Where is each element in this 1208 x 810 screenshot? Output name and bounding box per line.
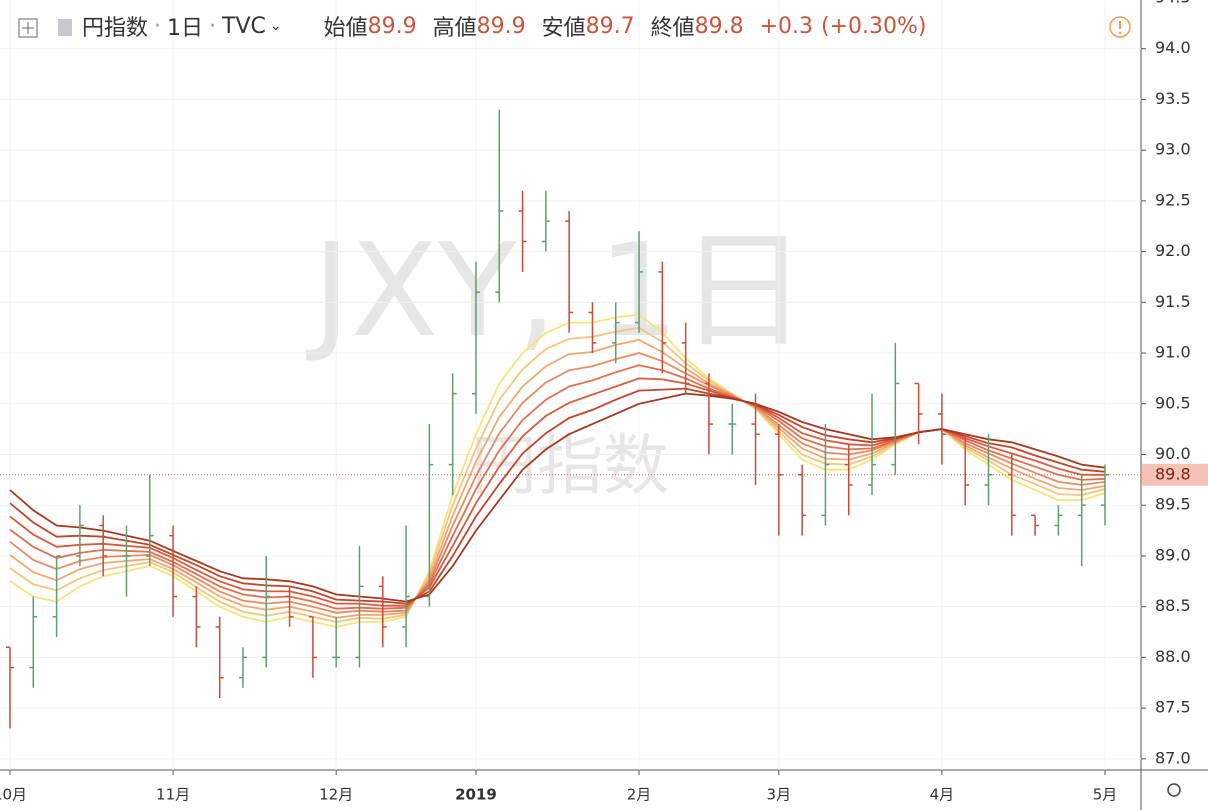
- x-tick-label: 12月: [319, 786, 353, 804]
- open-label: 始値: [323, 16, 368, 41]
- x-tick-label: 2019: [455, 786, 497, 804]
- x-tick-label: 5月: [1093, 786, 1118, 804]
- y-tick-label: 94.0: [1155, 38, 1191, 57]
- y-tick-label: 93.5: [1155, 89, 1191, 108]
- add-icon[interactable]: [18, 18, 38, 38]
- alert-icon-dot: [1118, 31, 1122, 35]
- y-tick-label: 93.0: [1155, 140, 1191, 159]
- x-tick-label: 2月: [627, 786, 652, 804]
- low-value: 89.7: [585, 13, 635, 39]
- interval[interactable]: 1日: [167, 16, 204, 41]
- y-tick-label: 87.5: [1155, 698, 1191, 717]
- dropdown-icon[interactable]: ⌄: [269, 18, 282, 34]
- x-tick-label: 11月: [156, 786, 190, 804]
- high-label: 高値: [432, 16, 477, 41]
- change: +0.3: [759, 13, 814, 39]
- symbol[interactable]: 円指数: [82, 16, 149, 41]
- change-percent: (+0.30%): [821, 13, 927, 39]
- moving-average-line: [9, 392, 1106, 603]
- last-price-box: [1142, 463, 1208, 486]
- x-tick-label: 3月: [767, 786, 792, 804]
- close-label: 終値: [650, 16, 695, 41]
- last-price-label: 89.8: [1155, 464, 1191, 483]
- y-tick-label: 92.5: [1155, 190, 1191, 209]
- y-tick-label: 94.5: [1155, 0, 1191, 6]
- exchange[interactable]: TVC: [222, 13, 266, 39]
- low-label: 安値: [541, 16, 586, 41]
- y-tick-label: 88.0: [1155, 647, 1191, 666]
- watermark-subtitle: 円指数: [471, 427, 669, 504]
- open-value: 89.9: [367, 13, 417, 39]
- y-tick-label: 91.0: [1155, 343, 1191, 362]
- y-tick-label: 89.5: [1155, 495, 1191, 514]
- y-tick-label: 89.0: [1155, 545, 1191, 564]
- close-value: 89.8: [694, 13, 744, 39]
- y-tick-label: 90.0: [1155, 444, 1191, 463]
- separator: ·: [209, 13, 217, 39]
- y-tick-label: 87.0: [1155, 748, 1191, 767]
- grid: [0, 0, 1141, 770]
- alert-icon[interactable]: [1109, 16, 1131, 38]
- y-tick-label: 91.5: [1155, 292, 1191, 311]
- x-tick-label: 4月: [930, 786, 955, 804]
- settings-icon[interactable]: [1167, 783, 1181, 797]
- y-tick-label: 90.5: [1155, 393, 1191, 412]
- separator: ·: [154, 13, 162, 39]
- legend-header: 円指数 · 1日 · TVC ⌄ 始値 89.9 高値 89.9 安値 89.7 終値…: [0, 8, 927, 44]
- high-value: 89.9: [476, 13, 526, 39]
- y-tick-label: 88.5: [1155, 596, 1191, 615]
- y-tick-label: 92.0: [1155, 241, 1191, 260]
- x-tick-label: 10月: [0, 786, 27, 804]
- symbol-icon: [58, 19, 72, 36]
- watermark-title: JXY, 1日: [306, 217, 807, 366]
